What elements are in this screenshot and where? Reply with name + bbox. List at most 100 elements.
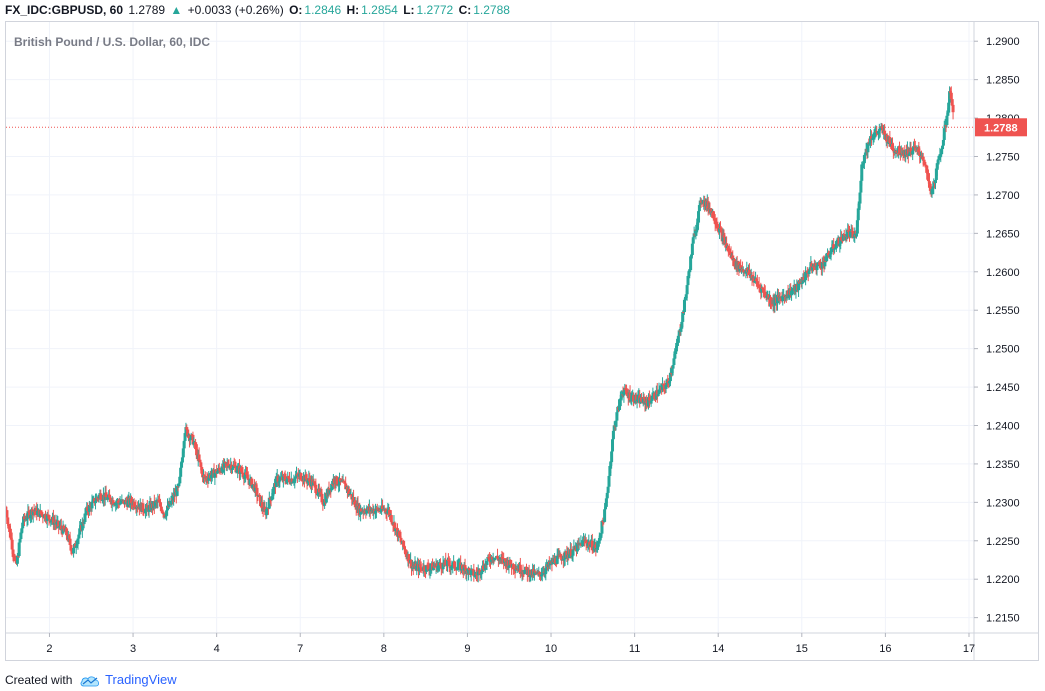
candle-body[interactable] xyxy=(828,254,832,258)
candle-body[interactable] xyxy=(689,256,693,271)
candle-body[interactable] xyxy=(132,501,136,507)
candle-body[interactable] xyxy=(900,152,904,155)
candle-body[interactable] xyxy=(232,465,236,467)
candle-body[interactable] xyxy=(224,462,228,465)
candle-body[interactable] xyxy=(694,231,698,236)
candle-body[interactable] xyxy=(684,294,688,299)
candle-body[interactable] xyxy=(213,472,217,478)
candle-body[interactable] xyxy=(930,189,934,195)
candle-body[interactable] xyxy=(187,435,191,441)
candle-body[interactable] xyxy=(797,281,801,291)
candle-body[interactable] xyxy=(645,401,649,404)
candle-body[interactable] xyxy=(86,506,90,511)
candle-body[interactable] xyxy=(858,192,862,204)
candle-body[interactable] xyxy=(567,554,571,559)
candle-body[interactable] xyxy=(245,474,249,479)
candle-body[interactable] xyxy=(467,568,471,574)
candle-body[interactable] xyxy=(760,288,764,293)
candle-body[interactable] xyxy=(301,480,305,482)
candle-body[interactable] xyxy=(696,222,700,225)
candle-body[interactable] xyxy=(868,142,872,144)
candle-body[interactable] xyxy=(674,348,678,355)
candle-body[interactable] xyxy=(722,235,726,238)
candle-body[interactable] xyxy=(781,295,785,302)
candle-body[interactable] xyxy=(306,480,310,483)
candle-body[interactable] xyxy=(308,478,312,482)
candle-body[interactable] xyxy=(860,164,864,181)
candle-body[interactable] xyxy=(582,539,586,541)
candle-body[interactable] xyxy=(925,165,929,173)
candle-body[interactable] xyxy=(935,163,939,169)
candle-body[interactable] xyxy=(77,534,81,539)
candle-body[interactable] xyxy=(872,134,876,139)
candle-body[interactable] xyxy=(715,224,719,227)
candle-body[interactable] xyxy=(673,354,677,359)
candle-body[interactable] xyxy=(209,475,213,479)
candle-body[interactable] xyxy=(710,208,714,213)
candle-body[interactable] xyxy=(197,454,201,460)
candle-body[interactable] xyxy=(924,164,928,166)
candle-body[interactable] xyxy=(729,251,733,258)
candle-body[interactable] xyxy=(941,145,945,150)
candle-body[interactable] xyxy=(153,501,157,507)
candle-body[interactable] xyxy=(379,511,383,513)
candle-body[interactable] xyxy=(268,497,272,500)
candle-body[interactable] xyxy=(840,237,844,241)
candle-body[interactable] xyxy=(7,524,11,526)
candle-body[interactable] xyxy=(553,558,557,564)
candle-body[interactable] xyxy=(844,235,848,241)
candle-body[interactable] xyxy=(688,270,692,273)
candle-body[interactable] xyxy=(84,512,88,514)
candle-body[interactable] xyxy=(763,291,767,296)
candle-body[interactable] xyxy=(851,231,855,238)
candle-body[interactable] xyxy=(453,567,457,569)
candle-body[interactable] xyxy=(278,478,282,482)
candle-body[interactable] xyxy=(83,513,87,523)
candle-body[interactable] xyxy=(944,124,948,126)
candle-body[interactable] xyxy=(829,252,833,255)
candle-body[interactable] xyxy=(591,550,595,552)
candle-body[interactable] xyxy=(791,289,795,291)
candle-body[interactable] xyxy=(800,282,804,284)
candle-body[interactable] xyxy=(794,285,798,292)
candle-body[interactable] xyxy=(374,507,378,511)
candle-body[interactable] xyxy=(584,540,588,544)
candle-body[interactable] xyxy=(189,434,193,439)
candle-body[interactable] xyxy=(947,102,951,113)
candle-body[interactable] xyxy=(324,493,328,503)
candle-body[interactable] xyxy=(216,468,220,472)
candle-body[interactable] xyxy=(875,131,879,133)
candle-body[interactable] xyxy=(538,572,542,575)
candle-body[interactable] xyxy=(230,468,234,470)
candle-body[interactable] xyxy=(695,224,699,232)
candle-body[interactable] xyxy=(101,499,105,501)
candle-body[interactable] xyxy=(271,493,275,497)
candle-body[interactable] xyxy=(661,384,665,390)
candle-body[interactable] xyxy=(375,507,379,509)
candle-body[interactable] xyxy=(158,501,162,503)
candle-body[interactable] xyxy=(719,229,723,232)
candle-body[interactable] xyxy=(592,546,596,551)
candle-body[interactable] xyxy=(384,509,388,513)
candle-body[interactable] xyxy=(270,496,274,500)
candle-body[interactable] xyxy=(481,565,485,570)
candle-body[interactable] xyxy=(842,234,846,236)
candle-body[interactable] xyxy=(808,268,812,271)
candle-body[interactable] xyxy=(886,141,890,144)
candle-body[interactable] xyxy=(614,420,618,427)
candle-body[interactable] xyxy=(469,569,473,575)
candle-body[interactable] xyxy=(287,476,291,479)
candle-body[interactable] xyxy=(426,565,430,569)
candle-body[interactable] xyxy=(840,240,844,242)
candle-body[interactable] xyxy=(288,478,292,483)
candle-body[interactable] xyxy=(628,392,632,401)
candle-body[interactable] xyxy=(936,160,940,164)
candle-body[interactable] xyxy=(70,550,74,552)
candle-body[interactable] xyxy=(216,471,220,474)
candle-body[interactable] xyxy=(428,569,432,572)
candle-body[interactable] xyxy=(713,220,717,224)
candle-body[interactable] xyxy=(43,514,47,520)
candle-body[interactable] xyxy=(787,294,791,297)
candle-body[interactable] xyxy=(681,311,685,322)
candle-body[interactable] xyxy=(294,476,298,478)
